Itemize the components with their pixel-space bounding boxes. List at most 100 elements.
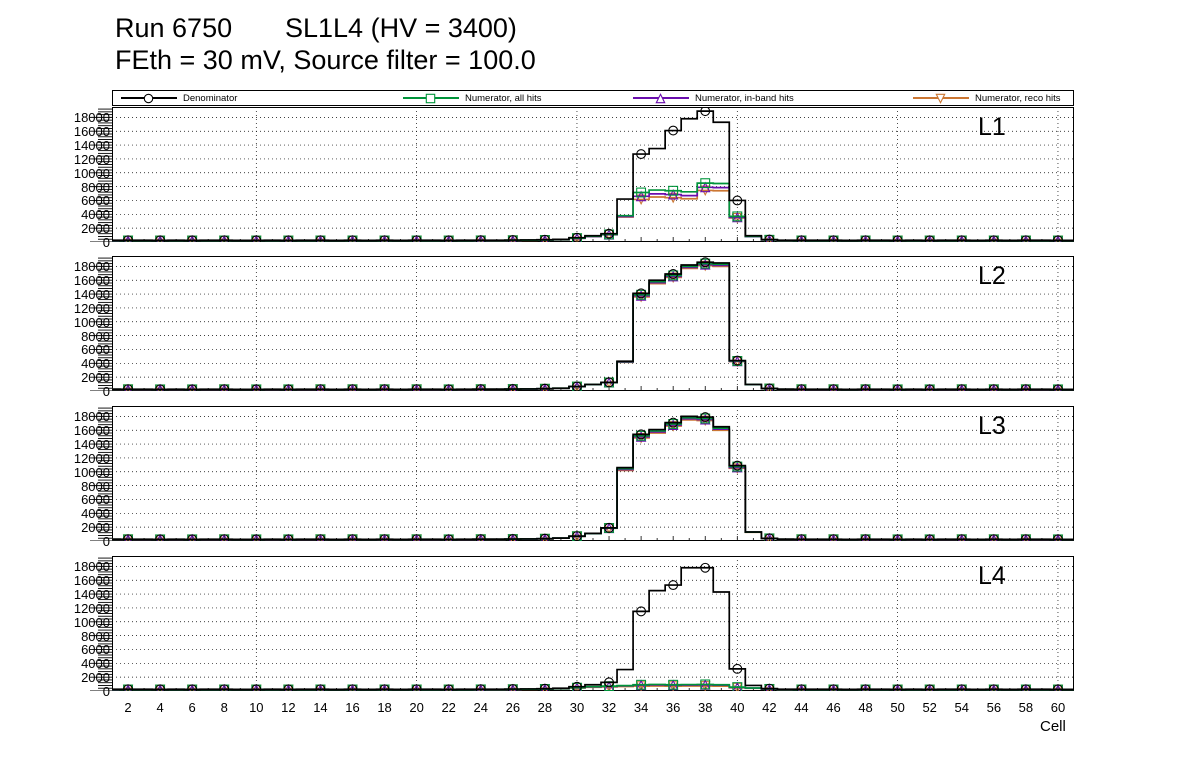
- plot-panel-l1: [112, 107, 1074, 242]
- data-point-marker: [604, 377, 614, 388]
- data-point-marker: [251, 684, 262, 691]
- legend-marker-triangle-up-icon: [655, 93, 666, 104]
- series-step-line: [112, 262, 1074, 391]
- data-point-marker: [700, 679, 711, 690]
- data-point-marker: [187, 235, 198, 242]
- legend-item-square: Numerator, all hits: [403, 91, 542, 105]
- data-point-marker: [123, 534, 133, 541]
- x-axis-tick-label: 40: [730, 700, 745, 715]
- legend-swatch: [121, 91, 177, 105]
- data-point-marker: [347, 235, 358, 242]
- data-point-marker: [1020, 384, 1031, 391]
- data-point-marker: [860, 384, 871, 391]
- data-point-marker: [668, 185, 679, 196]
- data-point-marker: [667, 192, 679, 204]
- data-point-marker: [283, 534, 294, 541]
- data-point-marker: [699, 259, 711, 270]
- data-point-marker: [796, 534, 807, 541]
- data-point-marker: [347, 534, 358, 541]
- x-axis-tick-label: 10: [249, 700, 264, 715]
- x-axis-tick-labels: 2 4 6 8 10 12 14 16 18 20 22 24 26 28 30 32 34 36 38 40 42 44…: [112, 701, 1074, 719]
- data-point-marker: [251, 235, 262, 242]
- data-point-marker: [187, 684, 198, 691]
- data-point-marker: [700, 178, 711, 189]
- data-point-marker: [796, 384, 807, 391]
- data-point-marker: [860, 235, 871, 242]
- x-axis-tick-label: 56: [986, 700, 1002, 715]
- data-point-marker: [988, 384, 999, 391]
- series-step-line: [112, 415, 1074, 541]
- x-axis-tick-label: 38: [697, 700, 713, 715]
- plot-frame: [112, 406, 1074, 541]
- data-point-marker: [764, 533, 775, 541]
- x-axis-tick-label: 24: [473, 700, 488, 715]
- data-point-marker: [635, 290, 647, 301]
- data-point-marker: [604, 228, 614, 239]
- data-point-marker: [507, 684, 518, 691]
- x-axis-tick-label: 18: [377, 700, 392, 715]
- data-point-marker: [732, 460, 743, 471]
- panel-label-l2: L2: [978, 262, 1006, 290]
- panel-label-l1: L1: [978, 113, 1006, 141]
- legend-item-circle: Denominator: [121, 91, 237, 105]
- legend: Denominator Numerator, all hits Numerator,…: [112, 90, 1074, 106]
- data-point-marker: [699, 413, 711, 425]
- data-point-marker: [764, 383, 775, 391]
- data-point-marker: [636, 606, 647, 617]
- x-axis-tick-label: 48: [858, 700, 873, 715]
- data-point-marker: [315, 684, 326, 691]
- data-point-marker: [315, 534, 326, 541]
- data-point-marker: [539, 234, 550, 242]
- data-point-marker: [123, 684, 133, 691]
- plot-series-area: [112, 556, 1074, 691]
- x-axis-tick-label: 52: [922, 700, 937, 715]
- plot-series-area: [112, 406, 1074, 541]
- data-point-marker: [636, 429, 647, 440]
- data-point-marker: [251, 534, 262, 541]
- x-axis-tick-label: 30: [569, 700, 585, 715]
- data-point-marker: [956, 235, 967, 242]
- plot-series-area: [112, 256, 1074, 391]
- data-point-marker: [732, 211, 743, 222]
- plot-frame: [112, 556, 1074, 691]
- x-axis-tick-label: 32: [601, 700, 617, 715]
- data-point-marker: [507, 384, 518, 391]
- plot-series-area: [112, 107, 1074, 242]
- data-point-marker: [379, 384, 390, 391]
- x-axis-tick-label: 16: [345, 700, 360, 715]
- legend-label: Numerator, all hits: [465, 92, 542, 104]
- data-point-marker: [187, 534, 198, 541]
- data-point-marker: [764, 683, 775, 691]
- title-line-2: FEth = 30 mV, Source filter = 100.0: [115, 45, 536, 75]
- data-point-marker: [956, 684, 967, 691]
- data-point-marker: [732, 355, 743, 366]
- data-point-marker: [572, 681, 582, 691]
- data-point-marker: [1020, 534, 1031, 541]
- data-point-marker: [732, 461, 743, 473]
- title-line-1: Run 6750 SL1L4 (HV = 3400): [115, 12, 536, 44]
- x-axis-tick-label: 58: [1018, 700, 1034, 715]
- series-numerator-all-hits: [112, 413, 1074, 541]
- data-point-marker: [668, 417, 679, 428]
- data-point-marker: [475, 384, 486, 391]
- data-point-marker: [123, 235, 133, 242]
- x-axis-tick-label: 36: [665, 700, 681, 715]
- data-point-marker: [668, 125, 679, 136]
- data-point-marker: [1053, 384, 1063, 391]
- plot-panel-l2: [112, 256, 1074, 391]
- data-point-marker: [732, 211, 743, 223]
- data-point-marker: [315, 384, 326, 391]
- y-axis-minor-ticks: [90, 407, 112, 541]
- data-point-marker: [700, 412, 711, 423]
- data-point-marker: [379, 235, 390, 242]
- plot-panel-l4: [112, 556, 1074, 691]
- data-point-marker: [572, 232, 582, 242]
- x-axis-tick-label: 2: [124, 700, 132, 715]
- x-axis-tick-label: 46: [826, 700, 841, 715]
- data-point-marker: [635, 194, 647, 206]
- data-point-marker: [668, 679, 679, 690]
- x-axis-tick-label: 6: [188, 700, 196, 715]
- data-point-marker: [732, 663, 743, 674]
- data-point-marker: [411, 534, 422, 541]
